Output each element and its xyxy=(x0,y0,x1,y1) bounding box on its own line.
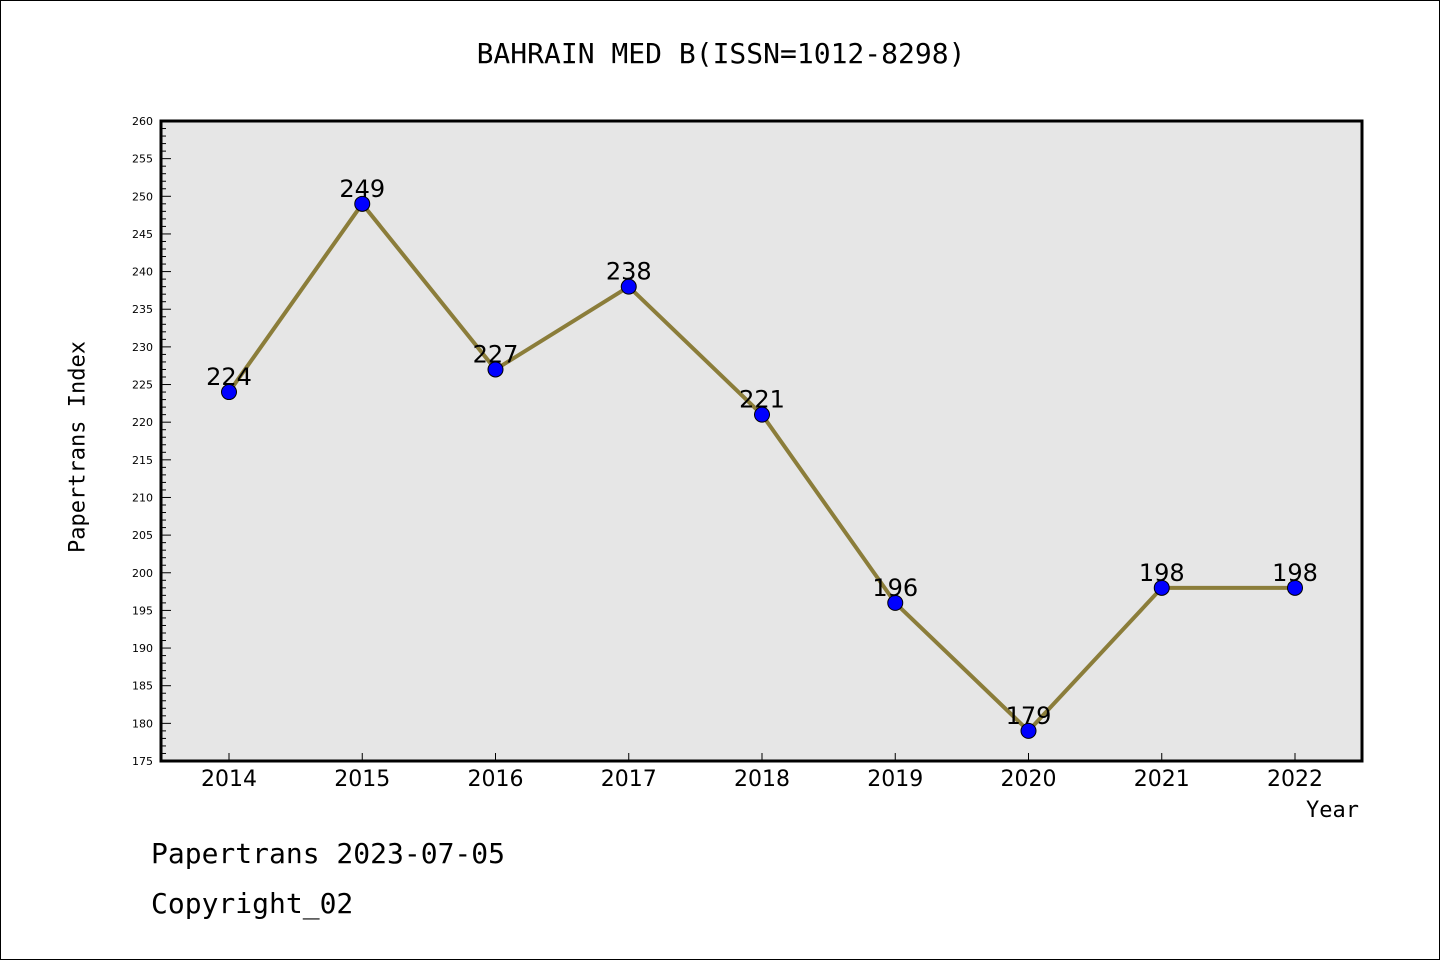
data-label: 221 xyxy=(739,386,785,414)
footer-date: Papertrans 2023-07-05 xyxy=(151,837,506,870)
data-label: 196 xyxy=(872,574,918,602)
data-point xyxy=(887,594,904,611)
footer-copyright: Copyright_02 xyxy=(151,887,354,920)
chart-title: BAHRAIN MED B(ISSN=1012-8298) xyxy=(476,37,966,70)
y-tick-label: 185 xyxy=(132,680,153,693)
x-tick-label: 2017 xyxy=(601,767,657,792)
y-tick-label: 245 xyxy=(132,228,153,241)
data-point xyxy=(754,406,770,423)
y-tick-label: 195 xyxy=(132,604,153,617)
x-tick-label: 2016 xyxy=(468,767,524,792)
x-tick-label: 2018 xyxy=(734,767,790,792)
y-tick-label: 230 xyxy=(132,341,153,354)
y-tick-label: 225 xyxy=(132,379,153,392)
y-tick-label: 180 xyxy=(132,717,153,730)
y-tick-label: 205 xyxy=(132,529,153,542)
y-tick-label: 175 xyxy=(132,755,153,768)
data-point xyxy=(1287,579,1303,596)
plot-frame xyxy=(159,119,1364,763)
x-tick-label: 2020 xyxy=(1001,767,1057,792)
x-tick-label: 2022 xyxy=(1267,767,1323,792)
data-point xyxy=(1020,722,1037,739)
data-label: 198 xyxy=(1272,559,1318,587)
x-tick-label: 2019 xyxy=(867,767,923,792)
data-label: 179 xyxy=(1006,702,1052,730)
y-tick-label: 210 xyxy=(132,491,153,504)
y-tick-label: 220 xyxy=(132,416,153,429)
data-point xyxy=(1153,579,1170,596)
x-axis-label: Year xyxy=(1306,798,1359,823)
plot-area xyxy=(161,121,1362,761)
data-label: 224 xyxy=(206,363,252,391)
data-label: 227 xyxy=(473,340,519,368)
data-point xyxy=(221,384,237,401)
y-tick-label: 260 xyxy=(132,115,153,128)
y-tick-label: 240 xyxy=(132,266,153,279)
x-tick-label: 2021 xyxy=(1134,767,1190,792)
x-tick-label: 2015 xyxy=(334,767,390,792)
y-tick-label: 250 xyxy=(132,190,153,203)
data-point xyxy=(487,361,504,378)
data-label: 238 xyxy=(606,258,652,286)
data-label: 249 xyxy=(339,175,385,203)
y-tick-label: 255 xyxy=(132,153,153,166)
y-tick-label: 190 xyxy=(132,642,153,655)
y-tick-label: 200 xyxy=(132,567,153,580)
data-point xyxy=(620,278,637,295)
data-label: 198 xyxy=(1139,559,1185,587)
x-tick-label: 2014 xyxy=(201,767,257,792)
y-tick-label: 235 xyxy=(132,303,153,316)
y-tick-label: 215 xyxy=(132,454,153,467)
data-point xyxy=(354,195,371,212)
